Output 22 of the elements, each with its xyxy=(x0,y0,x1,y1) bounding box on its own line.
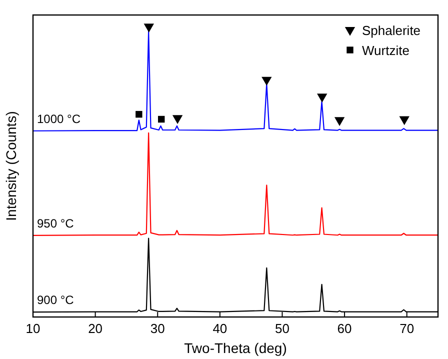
point xyxy=(144,24,154,32)
legend-label: Wurtzite xyxy=(362,43,410,58)
x-tick-label: 30 xyxy=(150,321,165,336)
point xyxy=(136,110,142,118)
x-tick-label: 50 xyxy=(274,321,290,336)
x-tick-label: 20 xyxy=(88,321,103,336)
x-tick-label: 60 xyxy=(337,321,352,336)
series-label: 900 °C xyxy=(37,293,74,308)
x-tick-label: 10 xyxy=(26,321,40,336)
point xyxy=(334,117,345,126)
point xyxy=(317,94,328,102)
series-label: 1000 °C xyxy=(37,112,81,126)
point xyxy=(172,115,183,124)
x-tick-label: 40 xyxy=(212,321,228,336)
point xyxy=(158,116,165,123)
x-tick-label: 70 xyxy=(400,321,414,336)
y-axis-title: Intensity (Counts) xyxy=(3,111,19,221)
series-label: 950 °C xyxy=(37,216,74,230)
x-axis-title: Two-Theta (deg) xyxy=(184,340,287,356)
legend-label: Sphalerite xyxy=(362,23,421,38)
point xyxy=(399,116,410,126)
point xyxy=(262,76,272,86)
